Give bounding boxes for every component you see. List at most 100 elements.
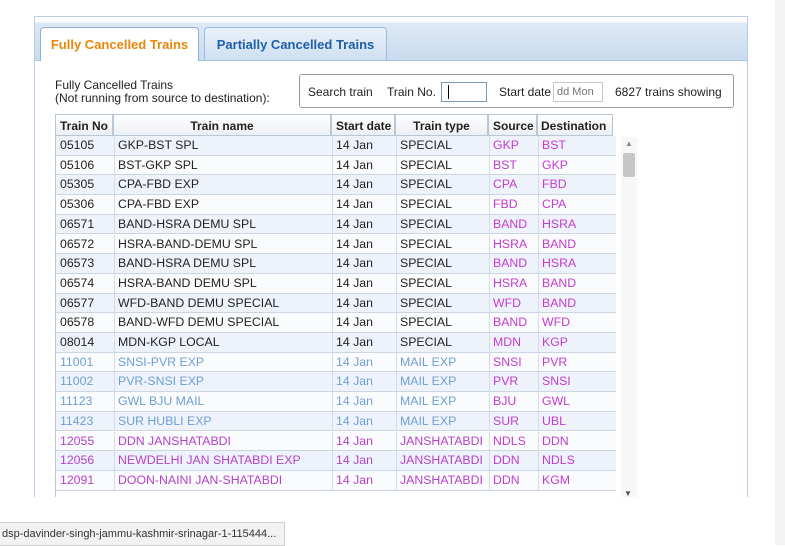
cell-start-date: 14 Jan [336, 256, 373, 271]
column-divider [332, 470, 333, 490]
cell-start-date: 14 Jan [336, 354, 373, 369]
table-row[interactable]: 12091 DOON-NAINI JAN-SHATABDI 14 Jan JANSHA… [56, 470, 616, 491]
cell-start-date: 14 Jan [336, 472, 373, 487]
scroll-up-arrow-icon[interactable]: ▲ [625, 139, 633, 148]
train-no-input[interactable] [441, 82, 487, 102]
column-divider [538, 392, 539, 411]
col-header-train-name[interactable]: Train name [113, 114, 331, 136]
table-row[interactable]: 05105 GKP-BST SPL 14 Jan SPECIAL GKP BST [56, 136, 616, 156]
col-header-train-type[interactable]: Train type [395, 114, 488, 136]
cell-source: BJU [493, 394, 517, 409]
cell-train-type: SPECIAL [400, 216, 452, 231]
column-divider [114, 136, 115, 155]
table-row[interactable]: 06572 HSRA-BAND-DEMU SPL 14 Jan SPECIAL HSRA… [56, 234, 616, 255]
scroll-thumb[interactable] [623, 153, 635, 177]
cell-destination: BAND [542, 236, 577, 251]
text-caret [448, 85, 449, 99]
cell-destination: HSRA [542, 256, 577, 271]
cell-source: MDN [493, 335, 522, 349]
cell-source: SUR [493, 413, 519, 428]
column-divider [332, 451, 333, 470]
col-header-destination[interactable]: Destination [537, 114, 613, 136]
table-row[interactable]: 11423 SUR HUBLI EXP 14 Jan MAIL EXP SUR UBL [56, 411, 616, 432]
cell-train-no: 11002 [60, 374, 94, 389]
cell-source: DDN [493, 472, 520, 487]
column-divider [332, 372, 333, 392]
column-divider [396, 214, 397, 234]
table-row[interactable]: 08014 MDN-KGP LOCAL 14 Jan SPECIAL MDN KGP [56, 333, 616, 353]
table-row[interactable]: 12055 DDN JANSHATABDI 14 Jan JANSHATABDI NDL… [56, 431, 616, 452]
cell-source: DDN [493, 453, 520, 468]
column-divider [489, 214, 490, 234]
cell-destination: HSRA [542, 216, 577, 231]
table-row[interactable]: 11123 GWL BJU MAIL 14 Jan MAIL EXP BJU GWL [56, 392, 616, 412]
column-divider [396, 313, 397, 332]
column-divider [332, 214, 333, 234]
cell-train-type: MAIL EXP [400, 374, 457, 389]
column-divider [332, 273, 333, 293]
table-row[interactable]: 06573 BAND-HSRA DEMU SPL 14 Jan SPECIAL BAND… [56, 254, 616, 274]
col-header-train-no[interactable]: Train No [55, 114, 113, 136]
column-divider [489, 175, 490, 195]
column-divider [489, 372, 490, 392]
table-row[interactable]: 06571 BAND-HSRA DEMU SPL 14 Jan SPECIAL BAND… [56, 214, 616, 235]
cell-train-name: BAND-HSRA DEMU SPL [118, 216, 257, 231]
column-divider [396, 155, 397, 175]
column-divider [538, 313, 539, 332]
column-divider [396, 234, 397, 254]
cell-train-no: 11423 [60, 413, 94, 428]
cell-train-type: SPECIAL [400, 197, 452, 212]
tab-bar-divider [35, 60, 747, 61]
column-divider [489, 333, 490, 352]
tab-fully-cancelled[interactable]: Fully Cancelled Trains [40, 27, 199, 61]
column-divider [332, 155, 333, 175]
cell-source: NDLS [493, 433, 526, 448]
tab-partially-cancelled[interactable]: Partially Cancelled Trains [204, 27, 387, 60]
col-header-source[interactable]: Source [488, 114, 537, 136]
cell-start-date: 14 Jan [336, 335, 373, 349]
table-row[interactable]: 05106 BST-GKP SPL 14 Jan SPECIAL BST GKP [56, 155, 616, 176]
section-title-line1: Fully Cancelled Trains [55, 78, 174, 92]
cell-train-name: DOON-NAINI JAN-SHATABDI [118, 472, 283, 487]
table-row[interactable]: 11001 SNSI-PVR EXP 14 Jan MAIL EXP SNSI PVR [56, 352, 616, 373]
column-divider [396, 136, 397, 155]
table-row[interactable]: 06574 HSRA-BAND DEMU SPL 14 Jan SPECIAL HSRA… [56, 273, 616, 294]
cell-destination: GWL [542, 394, 571, 409]
column-divider [538, 155, 539, 175]
column-divider [538, 352, 539, 372]
cell-train-type: SPECIAL [400, 138, 452, 152]
column-divider [489, 136, 490, 155]
cell-source: WFD [493, 295, 521, 310]
cell-destination: DDN [542, 433, 569, 448]
cell-start-date: 14 Jan [336, 197, 373, 212]
cell-source: SNSI [493, 354, 522, 369]
cell-train-name: BAND-WFD DEMU SPECIAL [118, 315, 280, 330]
scroll-down-arrow-icon[interactable]: ▼ [624, 489, 632, 497]
table-scrollbar[interactable]: ▲ ▼ [621, 137, 637, 497]
table-row[interactable]: 11002 PVR-SNSI EXP 14 Jan MAIL EXP PVR SNSI [56, 372, 616, 393]
column-divider [114, 431, 115, 451]
cell-start-date: 14 Jan [336, 275, 373, 290]
table-row[interactable]: 06577 WFD-BAND DEMU SPECIAL 14 Jan SPECIAL W… [56, 293, 616, 314]
column-divider [332, 195, 333, 214]
col-header-start-date[interactable]: Start date [331, 114, 395, 136]
cell-train-name: GKP-BST SPL [118, 138, 199, 152]
table-row[interactable]: 05306 CPA-FBD EXP 14 Jan SPECIAL FBD CPA [56, 195, 616, 215]
cell-train-name: CPA-FBD EXP [118, 197, 200, 212]
cell-train-no: 05106 [60, 157, 95, 172]
column-divider [396, 273, 397, 293]
table-row[interactable]: 12056 NEWDELHI JAN SHATABDI EXP 14 Jan JANS… [56, 451, 616, 471]
start-date-input[interactable] [553, 82, 603, 102]
column-divider [396, 451, 397, 470]
column-divider [114, 333, 115, 352]
table-row[interactable]: 05305 CPA-FBD EXP 14 Jan SPECIAL CPA FBD [56, 175, 616, 196]
column-divider [332, 333, 333, 352]
column-divider [538, 175, 539, 195]
cell-train-name: MDN-KGP LOCAL [118, 335, 220, 349]
column-divider [396, 195, 397, 214]
table-row[interactable]: 06578 BAND-WFD DEMU SPECIAL 14 Jan SPECIAL B… [56, 313, 616, 333]
column-divider [489, 254, 490, 273]
cell-train-type: SPECIAL [400, 335, 452, 349]
cell-start-date: 14 Jan [336, 433, 373, 448]
cell-train-no: 06572 [60, 236, 95, 251]
